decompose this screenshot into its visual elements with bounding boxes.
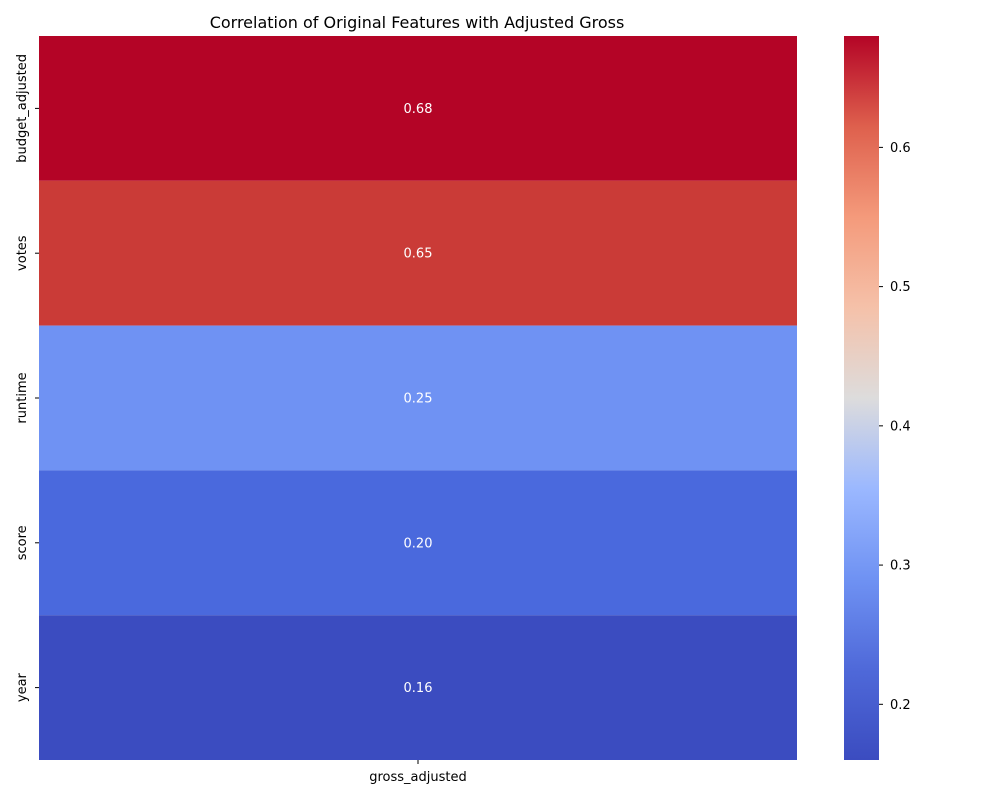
colorbar-tick-label: 0.6 bbox=[890, 141, 911, 156]
colorbar-tick-label: 0.5 bbox=[890, 280, 911, 295]
heatmap-cell bbox=[39, 36, 797, 181]
colorbar-tick-label: 0.4 bbox=[890, 419, 911, 434]
heatmap-cell-value: 0.68 bbox=[404, 102, 433, 117]
heatmap-cell-value: 0.16 bbox=[404, 681, 433, 696]
heatmap-cell bbox=[39, 180, 797, 326]
heatmap-cell bbox=[39, 615, 797, 760]
heatmap-cell-value: 0.25 bbox=[404, 392, 433, 407]
heatmap-cells bbox=[39, 36, 797, 760]
heatmap-cell bbox=[39, 325, 797, 471]
x-tick-label: gross_adjusted bbox=[369, 770, 467, 785]
heatmap-cell-labels: 0.68 0.65 0.25 0.20 0.16 bbox=[404, 102, 433, 696]
colorbar-ticks: 0.2 0.3 0.4 0.5 0.6 bbox=[879, 141, 911, 713]
heatmap-cell-value: 0.65 bbox=[404, 247, 433, 262]
heatmap-cell-value: 0.20 bbox=[404, 536, 433, 551]
y-tick-label: year bbox=[15, 672, 30, 702]
colorbar bbox=[844, 36, 879, 760]
y-tick-label: votes bbox=[15, 235, 30, 271]
heatmap-cell bbox=[39, 470, 797, 616]
y-tick-label: runtime bbox=[15, 372, 30, 423]
colorbar-tick-label: 0.2 bbox=[890, 698, 911, 713]
x-axis-ticks: gross_adjusted bbox=[369, 760, 467, 785]
y-tick-label: budget_adjusted bbox=[15, 54, 30, 163]
y-tick-label: score bbox=[15, 525, 30, 560]
chart-title: Correlation of Original Features with Ad… bbox=[210, 13, 625, 32]
colorbar-tick-label: 0.3 bbox=[890, 559, 911, 574]
